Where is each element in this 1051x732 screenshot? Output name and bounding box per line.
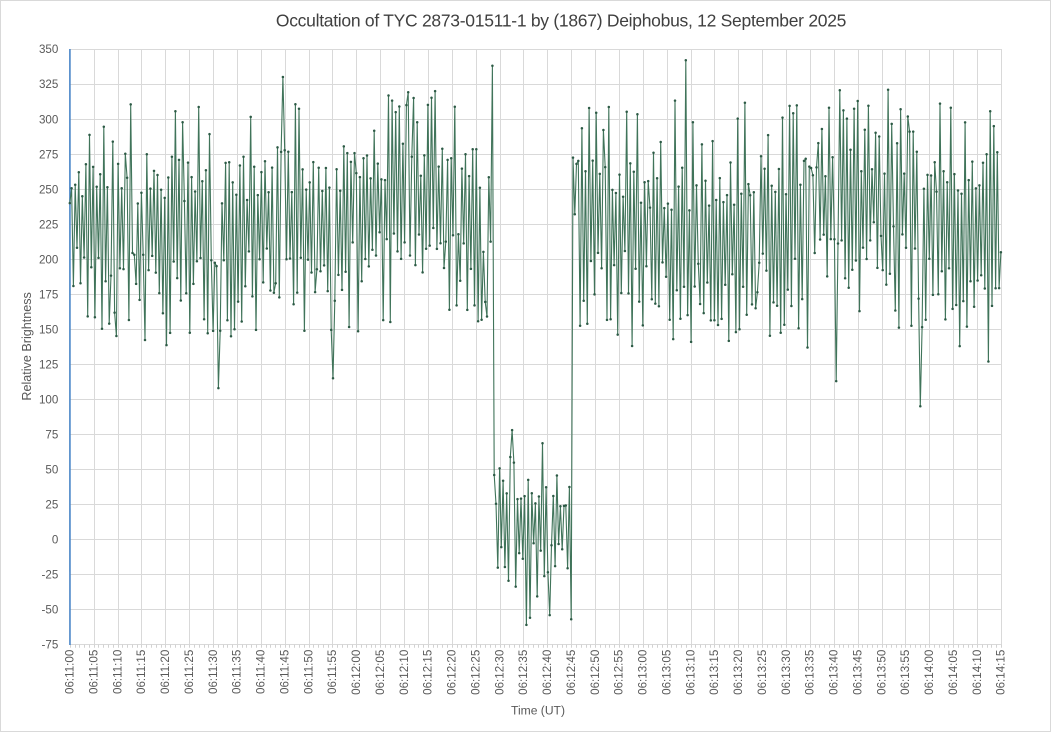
svg-text:06:12:35: 06:12:35 (517, 650, 530, 695)
svg-text:06:11:00: 06:11:00 (64, 650, 77, 694)
svg-text:100: 100 (39, 394, 58, 407)
svg-text:06:11:25: 06:11:25 (183, 650, 196, 694)
svg-text:06:13:20: 06:13:20 (732, 650, 745, 695)
svg-text:06:14:05: 06:14:05 (947, 650, 960, 695)
svg-text:250: 250 (39, 183, 58, 196)
svg-text:06:11:40: 06:11:40 (255, 650, 268, 694)
svg-text:06:12:45: 06:12:45 (565, 650, 578, 695)
svg-text:06:11:55: 06:11:55 (326, 650, 339, 694)
svg-text:06:14:10: 06:14:10 (971, 650, 984, 695)
svg-text:25: 25 (45, 499, 58, 512)
svg-text:06:13:10: 06:13:10 (684, 650, 697, 695)
svg-text:200: 200 (39, 253, 58, 266)
svg-text:-50: -50 (42, 604, 59, 617)
svg-text:75: 75 (45, 429, 58, 442)
svg-text:06:11:20: 06:11:20 (159, 650, 172, 694)
svg-text:06:12:00: 06:12:00 (350, 650, 363, 695)
svg-text:06:12:30: 06:12:30 (493, 650, 506, 695)
svg-text:06:11:15: 06:11:15 (135, 650, 148, 694)
svg-text:06:12:20: 06:12:20 (446, 650, 459, 695)
svg-text:06:13:00: 06:13:00 (637, 650, 650, 695)
svg-text:06:12:10: 06:12:10 (398, 650, 411, 695)
svg-text:06:11:05: 06:11:05 (88, 650, 101, 694)
svg-text:06:11:10: 06:11:10 (111, 650, 124, 694)
svg-text:300: 300 (39, 113, 58, 126)
svg-text:06:14:00: 06:14:00 (923, 650, 936, 695)
svg-text:275: 275 (39, 148, 58, 161)
svg-text:06:13:55: 06:13:55 (899, 650, 912, 695)
svg-text:350: 350 (39, 43, 58, 56)
svg-text:Occultation of TYC 2873-01511-: Occultation of TYC 2873-01511-1 by (1867… (276, 11, 846, 31)
svg-text:06:12:15: 06:12:15 (422, 650, 435, 695)
svg-text:06:13:25: 06:13:25 (756, 650, 769, 695)
svg-text:06:13:05: 06:13:05 (661, 650, 674, 695)
svg-text:06:12:05: 06:12:05 (374, 650, 387, 695)
svg-text:06:13:35: 06:13:35 (804, 650, 817, 695)
svg-text:06:11:50: 06:11:50 (302, 650, 315, 694)
svg-text:06:11:35: 06:11:35 (231, 650, 244, 694)
svg-text:150: 150 (39, 323, 58, 336)
svg-text:06:12:40: 06:12:40 (541, 650, 554, 695)
svg-text:-75: -75 (42, 639, 59, 652)
svg-text:06:13:40: 06:13:40 (828, 650, 841, 695)
svg-text:175: 175 (39, 288, 58, 301)
svg-text:0: 0 (52, 534, 58, 547)
svg-text:06:13:15: 06:13:15 (708, 650, 721, 695)
svg-text:Relative Brightness: Relative Brightness (20, 292, 34, 401)
svg-text:06:13:45: 06:13:45 (852, 650, 865, 695)
svg-text:225: 225 (39, 218, 58, 231)
svg-text:06:11:45: 06:11:45 (279, 650, 292, 694)
svg-text:-25: -25 (42, 569, 59, 582)
svg-text:06:12:25: 06:12:25 (470, 650, 483, 695)
svg-text:06:12:50: 06:12:50 (589, 650, 602, 695)
svg-text:06:14:15: 06:14:15 (995, 650, 1008, 695)
svg-text:06:11:30: 06:11:30 (207, 650, 220, 694)
svg-text:50: 50 (45, 464, 58, 477)
svg-text:06:13:50: 06:13:50 (875, 650, 888, 695)
svg-text:325: 325 (39, 78, 58, 91)
svg-text:06:12:55: 06:12:55 (613, 650, 626, 695)
svg-text:Time (UT): Time (UT) (511, 704, 565, 718)
svg-text:06:13:30: 06:13:30 (780, 650, 793, 695)
svg-text:125: 125 (39, 359, 58, 372)
